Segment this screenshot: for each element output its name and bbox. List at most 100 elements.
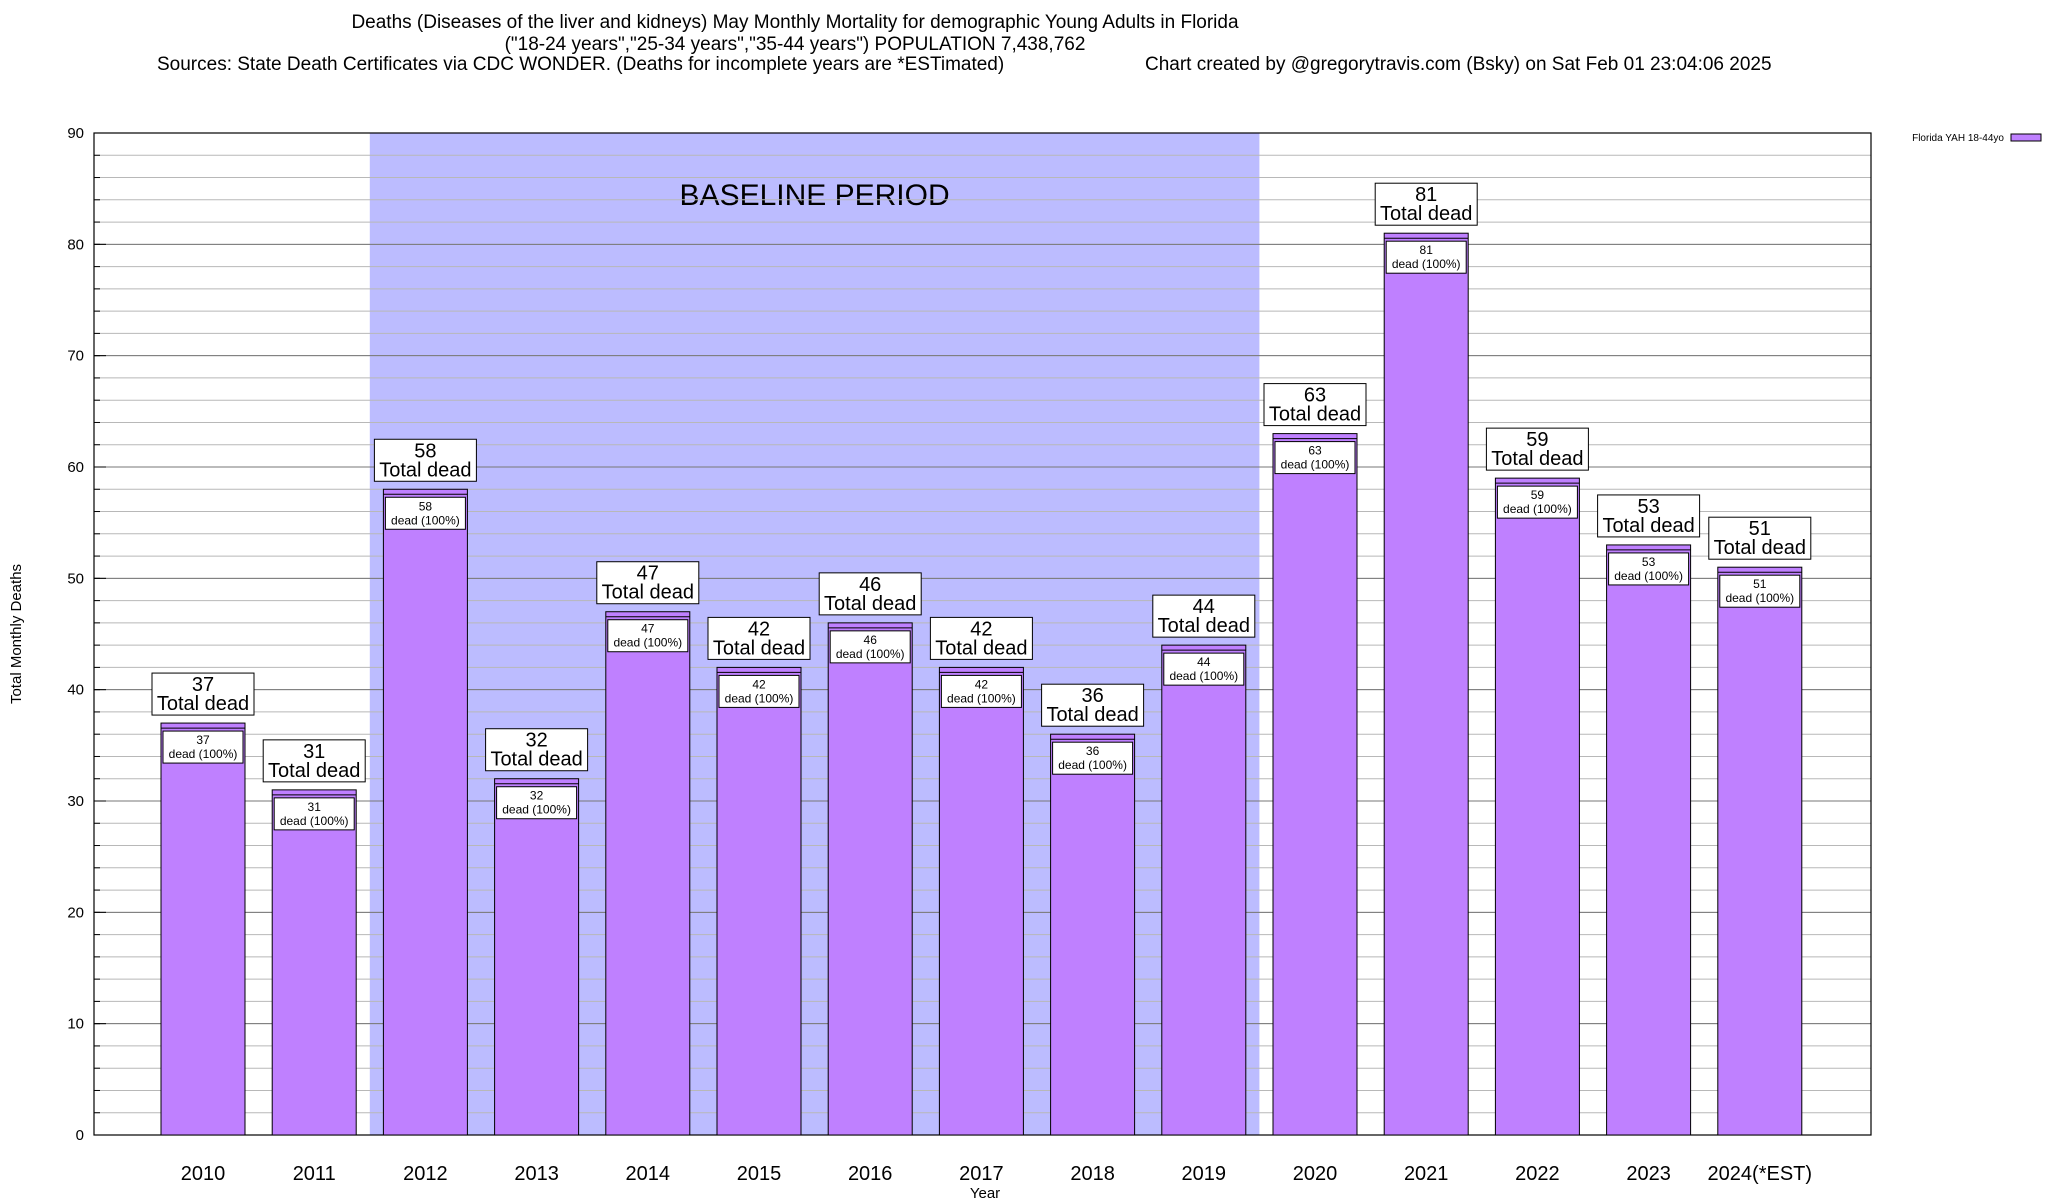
top-total-label: Total dead	[1714, 537, 1806, 559]
top-total-label: Total dead	[157, 693, 249, 715]
top-value-label: 51	[1749, 518, 1771, 540]
inner-value-label: 46	[864, 633, 878, 647]
inner-value-label: 31	[308, 800, 322, 814]
bar	[1717, 566, 1803, 1136]
top-total-label: Total dead	[490, 749, 582, 771]
bar	[1606, 544, 1692, 1136]
x-tick-label: 2021	[1404, 1163, 1449, 1185]
inner-value-label: 47	[641, 622, 655, 636]
inner-value-label: 81	[1420, 243, 1434, 257]
top-total-label: Total dead	[713, 637, 805, 659]
top-value-label: 36	[1081, 685, 1103, 707]
x-tick-label: 2020	[1293, 1163, 1338, 1185]
bar	[271, 789, 357, 1136]
inner-percent-label: dead (100%)	[280, 814, 349, 828]
top-label-box	[1597, 494, 1701, 538]
inner-percent-label: dead (100%)	[1614, 569, 1683, 583]
y-tick-label: 40	[67, 682, 84, 699]
bar	[1494, 477, 1580, 1136]
inner-value-label: 42	[752, 677, 766, 691]
top-total-label: Total dead	[1046, 704, 1138, 726]
top-label-box	[1152, 594, 1256, 638]
x-tick-label: 2011	[293, 1163, 336, 1185]
top-value-label: 42	[970, 618, 992, 640]
y-tick-label: 0	[76, 1127, 84, 1144]
y-tick-label: 80	[67, 236, 84, 253]
top-value-label: 63	[1304, 385, 1326, 407]
top-label-box	[485, 728, 589, 772]
bar	[1383, 232, 1469, 1136]
top-label-box	[373, 438, 477, 482]
top-total-label: Total dead	[1602, 515, 1694, 537]
inner-label-box	[1719, 574, 1801, 608]
top-value-label: 44	[1193, 596, 1215, 618]
x-tick-label: 2015	[737, 1163, 782, 1185]
inner-percent-label: dead (100%)	[169, 747, 238, 761]
top-value-label: 81	[1415, 184, 1437, 206]
sources-note: Sources: State Death Certificates via CD…	[157, 54, 1005, 75]
legend-label: Florida YAH 18-44yo	[1912, 133, 2004, 144]
inner-percent-label: dead (100%)	[1503, 502, 1572, 516]
top-value-label: 46	[859, 574, 881, 596]
bar	[1050, 733, 1136, 1136]
y-tick-label: 10	[67, 1016, 84, 1033]
y-tick-label: 20	[67, 904, 84, 921]
inner-percent-label: dead (100%)	[1058, 758, 1127, 772]
chart-title-block: Deaths (Diseases of the liver and kidney…	[0, 12, 1590, 56]
inner-label-box	[1163, 652, 1245, 686]
inner-value-label: 42	[975, 677, 989, 691]
top-value-label: 53	[1637, 496, 1659, 518]
inner-label-box	[1385, 240, 1467, 274]
inner-percent-label: dead (100%)	[1169, 669, 1238, 683]
inner-label-box	[162, 730, 244, 764]
top-value-label: 42	[748, 618, 770, 640]
top-total-label: Total dead	[379, 459, 471, 481]
inner-value-label: 44	[1197, 655, 1211, 669]
top-label-box	[1485, 427, 1589, 471]
x-tick-label: 2014	[626, 1163, 671, 1185]
inner-percent-label: dead (100%)	[391, 513, 460, 527]
bar	[827, 622, 913, 1136]
x-tick-label: 2016	[848, 1163, 893, 1185]
top-value-label: 37	[192, 674, 214, 696]
inner-label-box	[940, 674, 1022, 708]
bar	[605, 611, 691, 1136]
x-axis-label: Year	[970, 1185, 1000, 1200]
y-axis-label: Total Monthly Deaths	[8, 564, 25, 704]
inner-label-box	[1608, 552, 1690, 586]
inner-label-box	[1052, 741, 1134, 775]
top-label-box	[929, 616, 1033, 660]
legend-swatch	[2010, 133, 2042, 142]
top-total-label: Total dead	[935, 637, 1027, 659]
top-label-box	[1708, 516, 1812, 560]
top-total-label: Total dead	[824, 593, 916, 615]
inner-label-box	[1274, 441, 1356, 475]
bar	[382, 488, 468, 1136]
top-label-box	[707, 616, 811, 660]
x-tick-label: 2018	[1070, 1163, 1115, 1185]
inner-value-label: 32	[530, 789, 544, 803]
inner-label-box	[607, 619, 689, 653]
inner-value-label: 53	[1642, 555, 1656, 569]
top-total-label: Total dead	[268, 760, 360, 782]
bar	[1161, 644, 1247, 1136]
inner-percent-label: dead (100%)	[836, 647, 905, 661]
inner-percent-label: dead (100%)	[947, 691, 1016, 705]
inner-label-box	[1496, 485, 1578, 519]
top-value-label: 58	[414, 440, 436, 462]
top-total-label: Total dead	[1380, 203, 1472, 225]
inner-label-box	[496, 786, 578, 820]
baseline-period-label: BASELINE PERIOD	[680, 179, 950, 212]
bar	[716, 666, 802, 1136]
inner-percent-label: dead (100%)	[1725, 591, 1794, 605]
top-label-box	[1263, 383, 1367, 427]
bar	[494, 778, 580, 1136]
top-label-box	[1374, 182, 1478, 226]
bar	[1272, 433, 1358, 1136]
inner-label-box	[384, 496, 466, 530]
y-tick-label: 30	[67, 793, 84, 810]
y-tick-label: 90	[67, 125, 84, 142]
inner-percent-label: dead (100%)	[725, 691, 794, 705]
x-tick-label: 2019	[1182, 1163, 1227, 1185]
